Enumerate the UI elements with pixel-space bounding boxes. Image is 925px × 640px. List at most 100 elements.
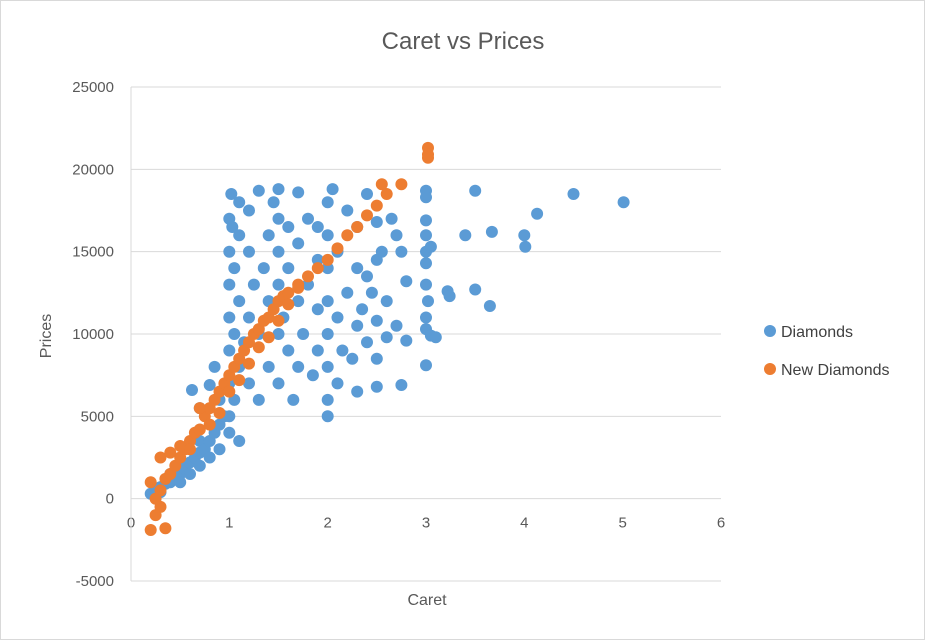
data-point: [203, 418, 216, 431]
y-axis-ticks: -5000 0 5000 10000 15000 20000 25000: [72, 79, 114, 590]
data-point: [154, 451, 167, 464]
data-point: [370, 314, 383, 327]
data-point: [361, 270, 373, 283]
data-point: [272, 212, 285, 225]
data-point: [341, 204, 354, 217]
legend: Diamonds New Diamonds: [764, 324, 889, 379]
data-point: [420, 191, 432, 204]
data-point: [361, 188, 373, 200]
data-point: [321, 328, 334, 340]
data-point: [311, 253, 324, 266]
data-point: [184, 468, 196, 480]
data-point: [272, 328, 285, 340]
series-new-diamonds: [144, 141, 434, 536]
data-point: [390, 319, 403, 332]
data-point: [282, 286, 295, 299]
data-point: [174, 440, 187, 452]
data-point: [243, 311, 255, 324]
data-point: [226, 221, 239, 233]
data-point: [292, 186, 305, 199]
legend-marker: [764, 325, 776, 337]
data-point: [420, 214, 432, 227]
data-point: [400, 275, 413, 288]
data-point: [400, 334, 413, 347]
data-point: [208, 360, 221, 373]
data-point: [223, 245, 236, 258]
data-point: [361, 209, 373, 222]
data-point: [321, 295, 334, 308]
data-point: [519, 240, 532, 253]
data-point: [292, 360, 305, 373]
data-point: [483, 300, 496, 312]
data-point: [243, 245, 255, 258]
data-point: [184, 443, 196, 456]
data-point: [380, 295, 393, 308]
data-point: [420, 359, 432, 372]
data-point: [311, 221, 324, 233]
data-point: [223, 410, 236, 423]
x-axis-title: Caret: [407, 592, 447, 609]
data-point: [233, 229, 246, 242]
data-point: [203, 379, 216, 391]
x-tick-label: 5: [618, 515, 626, 532]
y-tick-label: 25000: [72, 79, 114, 96]
data-point: [356, 303, 369, 316]
series-diamonds: [144, 183, 630, 500]
data-point: [311, 303, 324, 316]
data-point: [154, 484, 167, 497]
data-point: [370, 199, 383, 212]
data-point: [213, 443, 226, 456]
data-point: [420, 257, 432, 270]
data-point: [321, 393, 334, 406]
data-point: [331, 242, 344, 255]
data-point: [380, 188, 393, 200]
data-point: [282, 221, 295, 233]
data-point: [424, 240, 437, 253]
data-point: [272, 183, 285, 196]
data-point: [375, 178, 388, 191]
data-point: [262, 229, 275, 242]
y-tick-label: -5000: [76, 573, 114, 590]
data-point: [459, 229, 472, 242]
y-tick-label: 5000: [81, 408, 114, 425]
data-point: [186, 384, 198, 396]
data-point: [174, 476, 187, 489]
y-tick-label: 15000: [72, 244, 114, 261]
legend-label: New Diamonds: [781, 362, 889, 379]
data-point: [351, 385, 364, 398]
data-point: [213, 407, 226, 419]
data-point: [262, 331, 275, 344]
data-point: [469, 184, 482, 197]
data-point: [282, 298, 295, 311]
data-point: [193, 459, 206, 472]
legend-label: Diamonds: [781, 324, 853, 341]
data-point: [485, 225, 498, 238]
data-point: [225, 188, 238, 200]
data-point: [346, 352, 359, 365]
data-point: [272, 377, 285, 390]
data-point: [233, 435, 246, 447]
data-point: [567, 188, 580, 200]
data-point: [193, 402, 206, 415]
data-point: [272, 314, 285, 327]
data-point: [326, 183, 339, 196]
data-point: [331, 311, 344, 324]
x-tick-label: 2: [323, 515, 331, 532]
data-point: [144, 476, 157, 489]
data-point: [341, 229, 354, 242]
data-point: [395, 245, 408, 258]
data-point: [469, 283, 482, 296]
y-tick-label: 10000: [72, 326, 114, 343]
data-point: [302, 212, 314, 225]
x-tick-label: 3: [422, 515, 430, 532]
data-point: [429, 331, 442, 344]
data-point: [351, 319, 364, 332]
data-point: [247, 278, 260, 291]
data-point: [233, 374, 246, 387]
legend-marker: [764, 363, 776, 375]
data-point: [321, 262, 334, 275]
data-point: [223, 426, 236, 439]
data-point: [287, 393, 300, 406]
data-point: [262, 360, 275, 373]
